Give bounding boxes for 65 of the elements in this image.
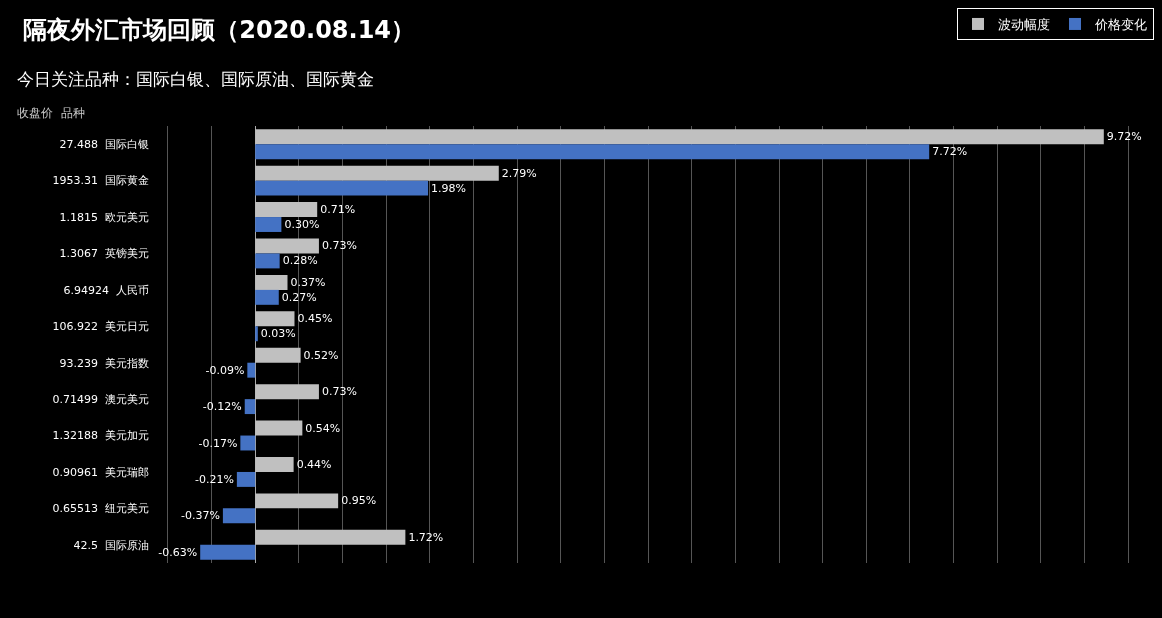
data-label: -0.12% bbox=[202, 400, 242, 414]
data-label: -0.63% bbox=[158, 545, 198, 559]
y-tick-label: 27.488 国际白银 bbox=[59, 138, 149, 152]
y-tick-label: 106.922 美元日元 bbox=[52, 320, 149, 334]
legend-label: 价格变化 bbox=[1094, 17, 1147, 33]
data-label: 0.27% bbox=[281, 290, 317, 304]
data-label: 0.73% bbox=[321, 385, 357, 399]
data-label: 0.28% bbox=[282, 254, 318, 268]
data-label: 1.98% bbox=[431, 181, 467, 195]
bar bbox=[255, 238, 319, 254]
data-label: 0.71% bbox=[320, 203, 356, 217]
data-label: 0.30% bbox=[284, 218, 320, 232]
data-label: 2.79% bbox=[501, 166, 537, 180]
data-label: 0.37% bbox=[290, 275, 326, 289]
bar bbox=[255, 384, 319, 400]
y-tick-label: 0.65513 纽元美元 bbox=[52, 502, 149, 516]
bar bbox=[255, 274, 288, 290]
bar bbox=[240, 435, 256, 451]
y-tick-label: 1.1815 欧元美元 bbox=[59, 210, 149, 224]
y-tick-label: 42.5 国际原油 bbox=[73, 538, 149, 552]
y-tick-label: 6.94924 人民币 bbox=[63, 283, 149, 297]
bar bbox=[247, 362, 256, 378]
bar bbox=[255, 289, 279, 305]
data-label: -0.21% bbox=[194, 472, 234, 486]
bar bbox=[255, 420, 303, 436]
data-label: -0.37% bbox=[180, 509, 220, 523]
data-label: 1.72% bbox=[408, 530, 444, 544]
bar bbox=[255, 457, 294, 472]
bar bbox=[255, 326, 258, 342]
data-label: 0.52% bbox=[303, 348, 339, 362]
bar bbox=[255, 202, 318, 218]
data-label: 0.54% bbox=[305, 421, 341, 435]
bar bbox=[222, 508, 256, 524]
data-label: -0.09% bbox=[205, 363, 245, 377]
data-label: 0.44% bbox=[296, 457, 332, 471]
legend-label: 波动幅度 bbox=[998, 17, 1050, 33]
bar bbox=[244, 399, 256, 415]
y-tick-label: 1953.31 国际黄金 bbox=[52, 174, 149, 188]
y-tick-label: 0.71499 澳元美元 bbox=[52, 392, 149, 406]
chart-subtitle: 今日关注品种：国际白银、国际原油、国际黄金 bbox=[17, 69, 374, 89]
chart-title: 隔夜外汇市场回顾（2020.08.14） bbox=[23, 16, 416, 45]
y-tick-label: 1.3067 英镑美元 bbox=[59, 247, 149, 261]
data-label: 0.45% bbox=[297, 312, 333, 326]
y-tick-label: 93.239 美元指数 bbox=[59, 356, 149, 370]
bar bbox=[255, 180, 429, 196]
data-label: 9.72% bbox=[1106, 130, 1142, 144]
bar bbox=[236, 471, 256, 487]
bar bbox=[255, 253, 280, 269]
bar bbox=[200, 544, 256, 560]
bar bbox=[255, 217, 282, 232]
bar bbox=[255, 129, 1104, 145]
bar bbox=[255, 493, 339, 509]
bar bbox=[255, 529, 406, 545]
bar bbox=[255, 144, 930, 160]
y-axis-title: 收盘价 品种 bbox=[17, 106, 85, 120]
y-tick-label: 1.32188 美元加元 bbox=[52, 429, 149, 443]
bar bbox=[255, 165, 499, 181]
data-label: -0.17% bbox=[198, 436, 238, 450]
data-label: 0.73% bbox=[321, 239, 357, 253]
data-label: 0.95% bbox=[341, 494, 377, 508]
bar bbox=[255, 347, 301, 363]
data-label: 7.72% bbox=[932, 145, 968, 159]
data-label: 0.03% bbox=[260, 327, 296, 341]
y-tick-label: 0.90961 美元瑞郎 bbox=[52, 465, 149, 479]
bar bbox=[255, 311, 295, 327]
